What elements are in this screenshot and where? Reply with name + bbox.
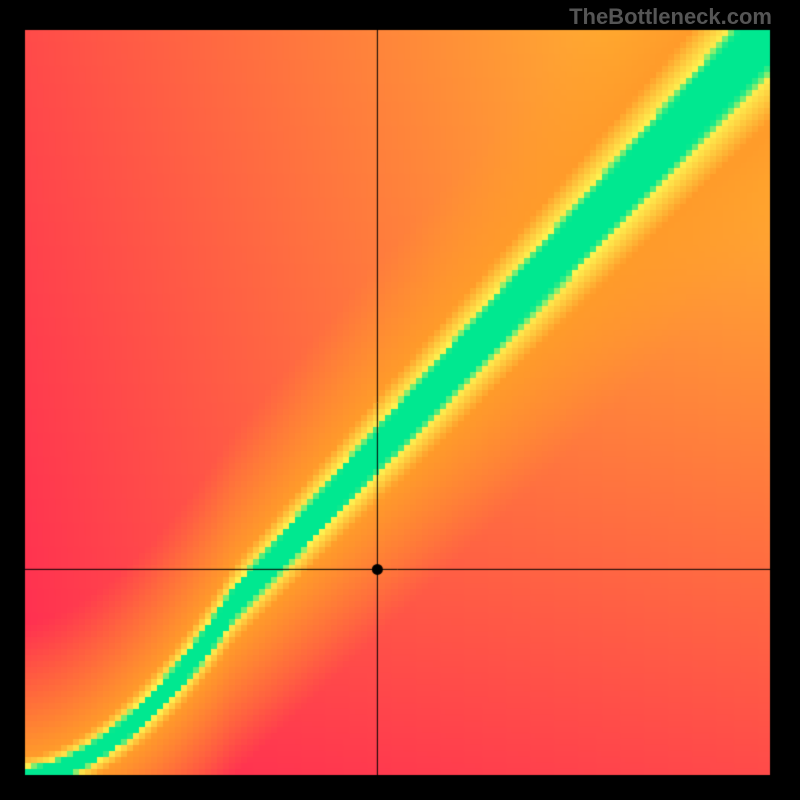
heatmap-canvas <box>0 0 800 800</box>
chart-container: TheBottleneck.com <box>0 0 800 800</box>
watermark-text: TheBottleneck.com <box>569 4 772 30</box>
